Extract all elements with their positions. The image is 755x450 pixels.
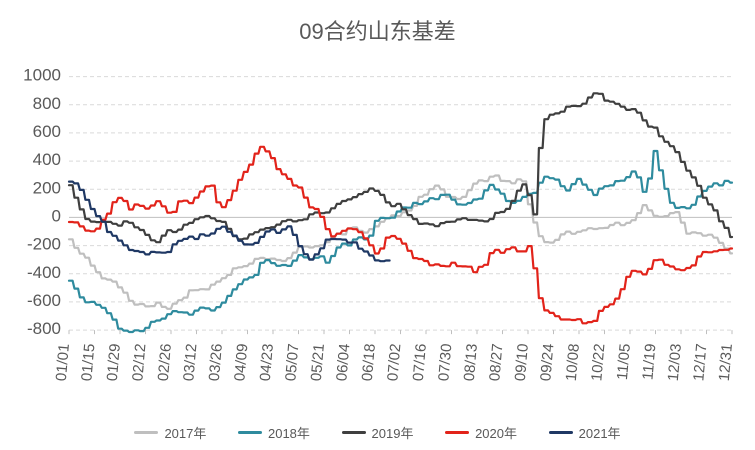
svg-text:11/19: 11/19 bbox=[639, 343, 659, 381]
svg-text:01/29: 01/29 bbox=[104, 343, 124, 382]
svg-text:08/27: 08/27 bbox=[486, 343, 506, 382]
svg-text:05/21: 05/21 bbox=[308, 343, 328, 382]
svg-text:08/13: 08/13 bbox=[461, 343, 481, 382]
svg-text:-400: -400 bbox=[27, 263, 61, 282]
svg-text:12/31: 12/31 bbox=[716, 343, 736, 382]
svg-text:02/26: 02/26 bbox=[155, 343, 175, 382]
svg-text:06/04: 06/04 bbox=[333, 343, 353, 382]
svg-text:05/07: 05/07 bbox=[282, 343, 302, 382]
svg-text:04/09: 04/09 bbox=[231, 343, 251, 382]
svg-text:0: 0 bbox=[52, 206, 61, 225]
svg-text:-600: -600 bbox=[27, 291, 61, 310]
svg-text:-200: -200 bbox=[27, 235, 61, 254]
svg-text:09/24: 09/24 bbox=[537, 343, 557, 382]
svg-text:12/17: 12/17 bbox=[690, 343, 710, 382]
svg-text:03/26: 03/26 bbox=[206, 343, 226, 382]
svg-text:12/03: 12/03 bbox=[665, 343, 685, 382]
svg-text:03/12: 03/12 bbox=[180, 343, 200, 382]
svg-text:06/18: 06/18 bbox=[359, 343, 379, 382]
svg-text:01/01: 01/01 bbox=[53, 343, 73, 382]
svg-text:02/12: 02/12 bbox=[129, 343, 149, 382]
svg-text:1000: 1000 bbox=[23, 66, 61, 85]
svg-text:09/10: 09/10 bbox=[512, 343, 532, 382]
svg-text:10/22: 10/22 bbox=[588, 343, 608, 382]
svg-text:400: 400 bbox=[33, 150, 61, 169]
svg-text:200: 200 bbox=[33, 178, 61, 197]
svg-text:600: 600 bbox=[33, 122, 61, 141]
svg-text:10/08: 10/08 bbox=[563, 343, 583, 382]
svg-text:800: 800 bbox=[33, 94, 61, 113]
svg-text:-800: -800 bbox=[27, 319, 61, 338]
svg-text:07/16: 07/16 bbox=[410, 343, 430, 382]
svg-text:07/02: 07/02 bbox=[384, 343, 404, 382]
svg-text:11/05: 11/05 bbox=[614, 343, 634, 381]
svg-text:04/23: 04/23 bbox=[257, 343, 277, 382]
svg-text:01/15: 01/15 bbox=[78, 343, 98, 382]
svg-text:07/30: 07/30 bbox=[435, 343, 455, 382]
